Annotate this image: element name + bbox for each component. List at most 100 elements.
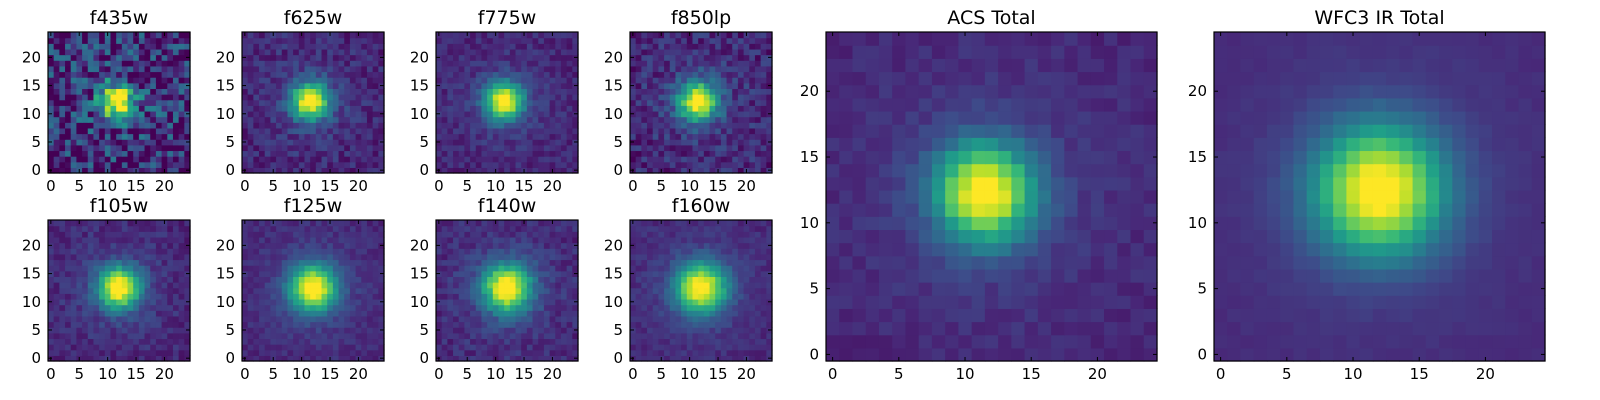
heatmap-cell xyxy=(669,338,677,345)
heatmap-cell xyxy=(526,150,534,157)
heatmap-cell xyxy=(361,220,368,227)
heatmap-cell xyxy=(726,144,733,152)
heatmap-cell xyxy=(65,144,72,152)
heatmap-cell xyxy=(247,298,254,306)
heatmap-cell xyxy=(532,139,539,146)
heatmap-cell xyxy=(298,82,306,89)
heatmap-cell xyxy=(76,88,83,95)
heatmap-cell xyxy=(447,220,454,227)
heatmap-cell xyxy=(338,321,345,328)
heatmap-cell xyxy=(686,321,694,328)
heatmap-cell xyxy=(332,242,340,249)
heatmap-cell xyxy=(560,220,568,227)
heatmap-cell xyxy=(447,144,454,152)
heatmap-cell xyxy=(315,287,323,294)
heatmap-cell xyxy=(172,48,180,56)
heatmap-cell xyxy=(315,344,323,351)
heatmap-cell xyxy=(116,37,123,44)
heatmap-cell xyxy=(349,77,357,84)
heatmap-cell xyxy=(355,344,362,351)
heatmap-cell xyxy=(281,122,289,129)
heatmap-cell xyxy=(754,43,762,50)
heatmap-cell xyxy=(82,150,89,157)
heatmap-cell xyxy=(543,344,551,351)
heatmap-cell xyxy=(515,144,522,152)
heatmap-cell xyxy=(264,150,271,157)
heatmap-cell xyxy=(315,110,323,118)
heatmap-cell xyxy=(361,355,368,362)
heatmap-cell xyxy=(743,71,750,78)
heatmap-cell xyxy=(344,77,351,84)
heatmap-cell xyxy=(509,144,517,152)
heatmap-cell xyxy=(458,116,465,123)
heatmap-cell xyxy=(669,77,677,84)
heatmap-cell xyxy=(144,116,151,123)
heatmap-cell xyxy=(138,167,146,174)
heatmap-cell xyxy=(754,116,762,123)
heatmap-cell xyxy=(572,156,579,163)
heatmap-cell xyxy=(87,355,95,362)
heatmap-cell xyxy=(555,355,562,362)
heatmap-cell xyxy=(48,321,55,328)
heatmap-cell xyxy=(161,88,168,95)
heatmap-cell xyxy=(172,349,180,356)
heatmap-cell xyxy=(726,37,733,44)
heatmap-cell xyxy=(458,259,465,266)
heatmap-cell xyxy=(509,287,517,294)
heatmap-cell xyxy=(515,122,522,129)
heatmap-cell xyxy=(116,253,123,261)
heatmap-cell xyxy=(669,82,677,89)
heatmap-cell xyxy=(458,54,465,61)
heatmap-cell xyxy=(560,144,568,152)
heatmap-cell xyxy=(675,71,682,78)
heatmap-cell xyxy=(99,321,106,328)
heatmap-cell xyxy=(161,127,168,135)
heatmap-cell xyxy=(715,37,722,44)
heatmap-cell xyxy=(53,338,60,345)
heatmap-cell xyxy=(726,304,733,311)
heatmap-cell xyxy=(709,60,716,67)
heatmap-cell xyxy=(116,304,123,311)
heatmap-cell xyxy=(304,231,311,238)
heatmap-cell xyxy=(635,116,642,123)
heatmap-cell xyxy=(760,54,767,61)
heatmap-cell xyxy=(99,43,106,50)
heatmap-cell xyxy=(104,37,112,44)
heatmap-cell xyxy=(310,60,317,67)
heatmap-cell xyxy=(487,259,494,266)
heatmap-cell xyxy=(737,60,745,67)
heatmap-cell xyxy=(53,225,60,232)
heatmap-cell xyxy=(372,94,379,101)
heatmap-cell xyxy=(150,231,157,238)
heatmap-cell xyxy=(65,242,72,249)
heatmap-cell xyxy=(669,332,677,340)
y-tick-label: 15 xyxy=(410,265,429,283)
heatmap-cell xyxy=(161,43,168,50)
y-tick-label: 15 xyxy=(216,265,235,283)
heatmap-cell xyxy=(59,282,66,289)
heatmap-cell xyxy=(59,270,66,277)
heatmap-cell xyxy=(133,139,140,146)
heatmap-cell xyxy=(436,60,443,67)
heatmap-cell xyxy=(560,77,568,84)
heatmap-cell xyxy=(70,161,77,168)
heatmap-cell xyxy=(259,231,266,238)
heatmap-cell xyxy=(332,122,340,129)
heatmap-cell xyxy=(281,32,289,39)
heatmap-cell xyxy=(264,133,271,140)
heatmap-cell xyxy=(355,116,362,123)
heatmap-cell xyxy=(184,321,191,328)
heatmap-cell xyxy=(150,133,157,140)
heatmap-cell xyxy=(172,282,180,289)
heatmap-cell xyxy=(504,338,511,345)
heatmap-cell xyxy=(698,355,705,362)
heatmap-cell xyxy=(184,236,191,244)
heatmap-cell xyxy=(144,349,151,356)
heatmap-cell xyxy=(327,65,334,73)
heatmap-cell xyxy=(150,265,157,272)
heatmap-cell xyxy=(242,60,249,67)
heatmap-cell xyxy=(161,48,168,56)
heatmap-cell xyxy=(116,327,123,334)
heatmap-cell xyxy=(150,122,157,129)
heatmap-cell xyxy=(104,94,112,101)
